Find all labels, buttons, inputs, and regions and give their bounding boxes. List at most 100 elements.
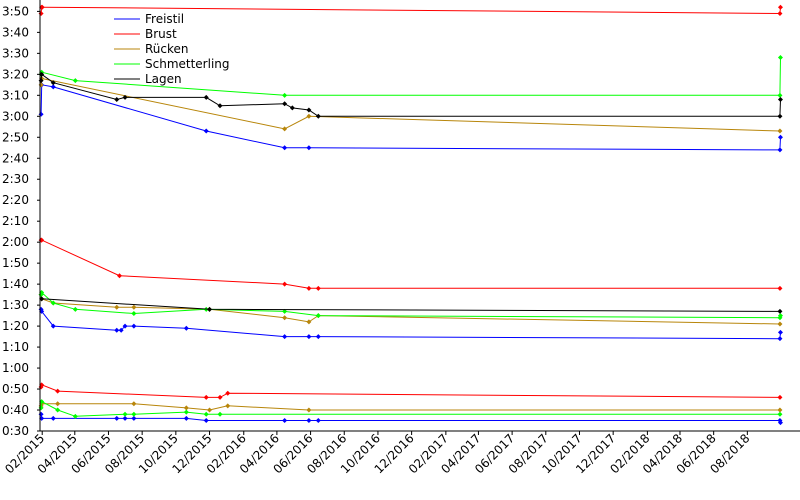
data-point [55, 407, 61, 413]
data-point [777, 92, 783, 98]
data-point [306, 319, 312, 325]
y-tick-label: 1:00 [2, 361, 29, 375]
data-point [777, 4, 783, 10]
data-point [289, 105, 295, 111]
data-point [225, 403, 231, 409]
data-point [777, 321, 783, 327]
y-tick-label: 2:40 [2, 151, 29, 165]
data-point [282, 315, 288, 321]
data-point [315, 285, 321, 291]
data-point [306, 285, 312, 291]
data-point [282, 92, 288, 98]
data-point [777, 55, 783, 61]
series-lagen [38, 71, 783, 314]
y-tick-label: 0:30 [2, 424, 29, 438]
series-freistil [38, 82, 783, 426]
y-tick-label: 2:00 [2, 235, 29, 249]
legend-label: Schmetterling [145, 57, 230, 71]
data-point [50, 84, 56, 90]
series-brust [38, 4, 783, 400]
data-point [183, 325, 189, 331]
data-point [131, 323, 137, 329]
series-line [40, 400, 780, 417]
data-point [50, 80, 56, 86]
data-point [50, 300, 56, 306]
legend-label: Rücken [145, 42, 189, 56]
data-point [39, 4, 45, 10]
data-point [131, 411, 137, 417]
data-point [203, 94, 209, 100]
data-point [131, 401, 137, 407]
data-point [315, 313, 321, 319]
data-point [217, 394, 223, 400]
data-point [777, 10, 783, 16]
y-tick-label: 2:20 [2, 193, 29, 207]
data-point [777, 285, 783, 291]
data-point [122, 415, 128, 421]
data-point [306, 418, 312, 424]
series-line [40, 291, 781, 319]
data-point [55, 401, 61, 407]
data-point [777, 411, 783, 417]
data-point [122, 411, 128, 417]
data-point [114, 415, 120, 421]
data-point [777, 97, 783, 103]
data-point [72, 413, 78, 419]
y-tick-label: 2:30 [2, 172, 29, 186]
y-tick-label: 1:10 [2, 340, 29, 354]
data-point [131, 415, 137, 421]
data-point [777, 394, 783, 400]
data-point [203, 418, 209, 424]
data-point [122, 323, 128, 329]
data-point [203, 411, 209, 417]
series-line [40, 294, 780, 325]
data-point [183, 415, 189, 421]
data-point [306, 334, 312, 340]
y-tick-label: 3:20 [2, 67, 29, 81]
data-point [55, 388, 61, 394]
data-point [777, 407, 783, 413]
y-tick-label: 0:40 [2, 403, 29, 417]
series-layer [38, 4, 783, 426]
y-tick-label: 3:30 [2, 46, 29, 60]
data-point [777, 329, 783, 335]
data-point [306, 113, 312, 119]
data-point [315, 113, 321, 119]
data-point [282, 334, 288, 340]
data-point [777, 128, 783, 134]
y-tick-label: 1:50 [2, 256, 29, 270]
y-tick-label: 2:50 [2, 130, 29, 144]
y-tick-label: 3:40 [2, 25, 29, 39]
data-point [72, 78, 78, 84]
y-tick-label: 3:50 [2, 4, 29, 18]
data-point [777, 336, 783, 342]
data-point [777, 308, 783, 314]
data-point [203, 394, 209, 400]
data-point [306, 407, 312, 413]
data-point [114, 327, 120, 333]
y-tick-label: 0:50 [2, 382, 29, 396]
data-point [203, 128, 209, 134]
data-point [282, 308, 288, 314]
data-point [282, 418, 288, 424]
data-point [122, 94, 128, 100]
y-tick-label: 3:00 [2, 109, 29, 123]
y-tick-label: 1:20 [2, 319, 29, 333]
data-point [315, 334, 321, 340]
data-point [50, 415, 56, 421]
data-point [306, 107, 312, 113]
data-point [183, 405, 189, 411]
data-point [315, 418, 321, 424]
data-point [282, 101, 288, 107]
series-schmetterling [38, 55, 783, 419]
data-point [777, 420, 783, 426]
data-point [131, 304, 137, 310]
data-point [282, 281, 288, 287]
data-point [777, 313, 783, 319]
data-point [282, 145, 288, 151]
data-point [777, 147, 783, 153]
data-point [114, 97, 120, 103]
